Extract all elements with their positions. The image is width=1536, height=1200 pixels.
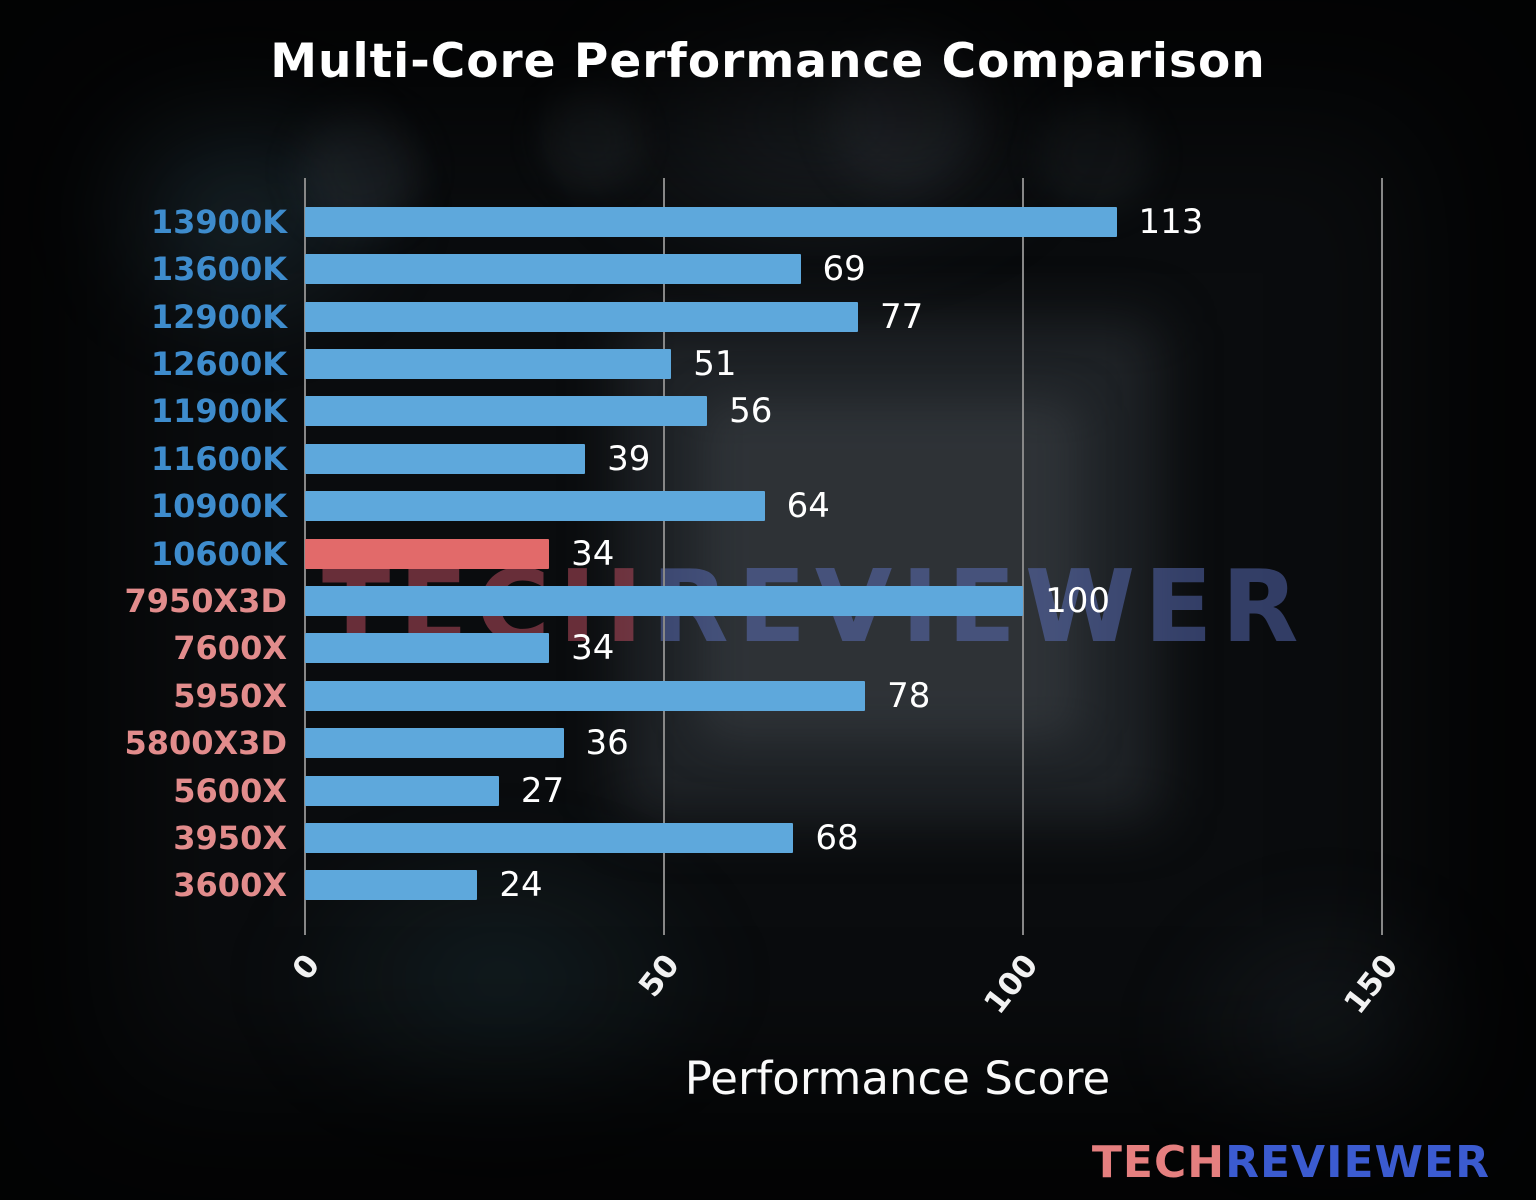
bar-value-label: 51 — [693, 343, 737, 384]
y-axis-label: 12600K — [150, 344, 287, 383]
chart-row: 12600K 51 — [151, 340, 1490, 387]
chart-row: 5950X 78 — [173, 672, 1490, 719]
x-tick-label: 50 — [631, 947, 687, 1004]
bar-value-label: 27 — [520, 770, 565, 811]
chart-row: 5600X 27 — [173, 767, 1490, 814]
brand-logo-tech: TECH — [1091, 1137, 1226, 1188]
x-tick-label: 150 — [1336, 947, 1405, 1021]
chart-row: 12900K 77 — [151, 293, 1490, 340]
bar-value-label: 64 — [786, 486, 830, 527]
background-glow — [1150, 880, 1510, 1180]
bar-value-label: 24 — [499, 865, 543, 906]
bar-value-label: 77 — [880, 296, 924, 337]
chart-row: 5800X3D 36 — [124, 719, 1490, 766]
y-axis-label: 11600K — [150, 439, 287, 478]
gridline — [1022, 178, 1025, 935]
bar — [305, 775, 499, 806]
background-bokeh — [1040, 100, 1150, 210]
bar — [305, 396, 708, 427]
bar — [305, 206, 1117, 237]
plot-area: 13900K 113 13600K 69 12900K 77 12600K 51 11900K 5… — [124, 178, 1490, 1021]
bar-value-label: 78 — [887, 675, 931, 716]
y-axis-label: 7600X — [173, 629, 287, 668]
bar — [305, 870, 478, 901]
chart-row: 10900K 64 — [151, 482, 1490, 529]
bar-value-label: 34 — [571, 533, 615, 574]
bar — [305, 254, 801, 285]
background-bokeh — [540, 90, 640, 190]
y-axis-label: 5800X3D — [124, 724, 287, 763]
chart-row: 10600K 34 — [151, 530, 1490, 577]
bar — [305, 301, 858, 332]
bar — [305, 443, 586, 474]
y-axis-label: 11900K — [150, 392, 287, 431]
y-axis-label: 12900K — [150, 297, 287, 336]
y-axis-label: 10900K — [150, 487, 287, 526]
gridline — [1381, 178, 1384, 935]
chart-row: 11600K 39 — [151, 435, 1490, 482]
chart-row: 7600X 34 — [173, 625, 1490, 672]
x-axis-title: Performance Score — [684, 1052, 1111, 1105]
y-axis-label: 5600X — [173, 771, 287, 810]
bar-value-label: 34 — [571, 628, 615, 669]
bar-value-label: 100 — [1045, 580, 1111, 621]
brand-logo: TECHREVIEWER — [1092, 1137, 1490, 1188]
chart-rows: 13900K 113 13600K 69 12900K 77 12600K 51 11900K 5… — [124, 178, 1490, 935]
bar-value-label: 113 — [1138, 201, 1204, 242]
y-axis-label: 13900K — [150, 202, 287, 241]
brand-logo-reviewer: REVIEWER — [1225, 1137, 1490, 1188]
y-axis-label: 7950X3D — [124, 581, 287, 620]
background-cpu-shape — [620, 320, 1160, 820]
bar — [305, 633, 550, 664]
bar — [305, 585, 1024, 616]
bar — [305, 728, 564, 759]
x-axis-ticks: 0 50 100 150 — [286, 935, 1490, 1045]
y-axis-label: 5950X — [173, 676, 287, 715]
gridline — [663, 178, 666, 935]
chart-title: Multi-Core Performance Comparison — [270, 34, 1266, 89]
chart-row: 13600K 69 — [151, 245, 1490, 292]
bar-value-label: 69 — [822, 249, 866, 290]
x-tick-label: 100 — [977, 947, 1046, 1021]
y-axis-label: 3950X — [173, 818, 287, 857]
y-axis-label: 10600K — [150, 534, 287, 573]
background-bokeh — [830, 40, 980, 190]
y-axis-label: 3600X — [173, 866, 287, 905]
bar-value-label: 68 — [815, 817, 859, 858]
bar — [305, 348, 672, 379]
bar-value-label: 56 — [729, 391, 773, 432]
chart-row: 11900K 56 — [151, 388, 1490, 435]
bar — [305, 680, 866, 711]
y-axis-label: 13600K — [150, 250, 287, 289]
chart-row: 3600X 24 — [173, 862, 1490, 909]
bar — [305, 491, 765, 522]
bar-value-label: 36 — [585, 723, 629, 764]
chart-row: 7950X3D 100 — [124, 577, 1490, 624]
chart-row: 13900K 113 — [151, 198, 1490, 245]
bar-value-label: 39 — [607, 438, 651, 479]
bar — [305, 538, 550, 569]
bar — [305, 822, 794, 853]
chart-row: 3950X 68 — [173, 814, 1490, 861]
